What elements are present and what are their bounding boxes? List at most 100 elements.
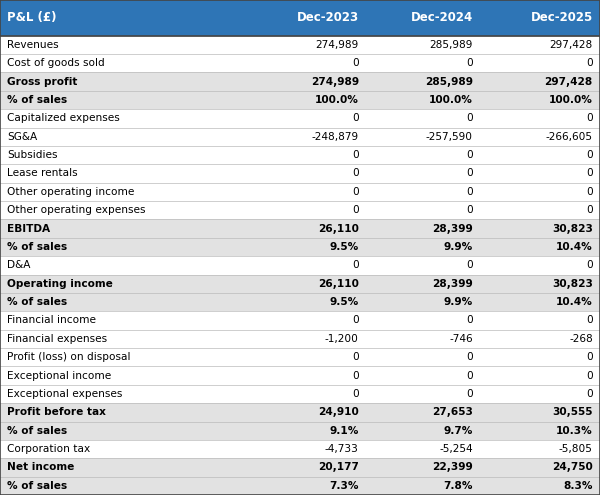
FancyBboxPatch shape	[252, 458, 366, 477]
Text: 26,110: 26,110	[318, 224, 359, 234]
Text: 0: 0	[586, 371, 593, 381]
FancyBboxPatch shape	[480, 128, 600, 146]
FancyBboxPatch shape	[252, 109, 366, 128]
FancyBboxPatch shape	[0, 403, 252, 422]
FancyBboxPatch shape	[0, 109, 252, 128]
Text: -268: -268	[569, 334, 593, 344]
Text: Capitalized expenses: Capitalized expenses	[7, 113, 120, 123]
Text: Corporation tax: Corporation tax	[7, 444, 91, 454]
Text: 297,428: 297,428	[550, 40, 593, 50]
FancyBboxPatch shape	[366, 458, 480, 477]
Text: -4,733: -4,733	[325, 444, 359, 454]
FancyBboxPatch shape	[480, 293, 600, 311]
FancyBboxPatch shape	[366, 348, 480, 366]
Text: 24,750: 24,750	[552, 462, 593, 472]
Text: 0: 0	[352, 260, 359, 270]
FancyBboxPatch shape	[366, 275, 480, 293]
Text: 0: 0	[352, 150, 359, 160]
FancyBboxPatch shape	[0, 275, 252, 293]
Text: Other operating income: Other operating income	[7, 187, 134, 197]
FancyBboxPatch shape	[252, 219, 366, 238]
Text: 10.3%: 10.3%	[556, 426, 593, 436]
FancyBboxPatch shape	[0, 238, 252, 256]
FancyBboxPatch shape	[0, 0, 252, 36]
Text: 0: 0	[466, 113, 473, 123]
FancyBboxPatch shape	[480, 366, 600, 385]
FancyBboxPatch shape	[480, 275, 600, 293]
Text: Cost of goods sold: Cost of goods sold	[7, 58, 105, 68]
FancyBboxPatch shape	[480, 109, 600, 128]
FancyBboxPatch shape	[0, 219, 252, 238]
Text: Net income: Net income	[7, 462, 74, 472]
Text: -266,605: -266,605	[546, 132, 593, 142]
FancyBboxPatch shape	[252, 422, 366, 440]
FancyBboxPatch shape	[480, 422, 600, 440]
FancyBboxPatch shape	[252, 91, 366, 109]
FancyBboxPatch shape	[480, 0, 600, 36]
FancyBboxPatch shape	[0, 36, 252, 54]
Text: Financial expenses: Financial expenses	[7, 334, 107, 344]
Text: -248,879: -248,879	[311, 132, 359, 142]
Text: 0: 0	[466, 315, 473, 325]
Text: SG&A: SG&A	[7, 132, 37, 142]
FancyBboxPatch shape	[252, 385, 366, 403]
Text: 0: 0	[466, 58, 473, 68]
FancyBboxPatch shape	[0, 256, 252, 275]
Text: -257,590: -257,590	[426, 132, 473, 142]
Text: 0: 0	[352, 168, 359, 179]
FancyBboxPatch shape	[252, 146, 366, 164]
FancyBboxPatch shape	[366, 54, 480, 72]
FancyBboxPatch shape	[252, 330, 366, 348]
Text: 100.0%: 100.0%	[549, 95, 593, 105]
Text: Subsidies: Subsidies	[7, 150, 58, 160]
FancyBboxPatch shape	[366, 330, 480, 348]
FancyBboxPatch shape	[0, 54, 252, 72]
FancyBboxPatch shape	[252, 54, 366, 72]
Text: 0: 0	[586, 113, 593, 123]
FancyBboxPatch shape	[366, 164, 480, 183]
Text: 30,823: 30,823	[552, 224, 593, 234]
Text: -746: -746	[449, 334, 473, 344]
Text: 0: 0	[466, 389, 473, 399]
FancyBboxPatch shape	[480, 36, 600, 54]
Text: 0: 0	[352, 371, 359, 381]
Text: Dec-2023: Dec-2023	[296, 11, 359, 24]
Text: 10.4%: 10.4%	[556, 297, 593, 307]
Text: 0: 0	[352, 113, 359, 123]
Text: Dec-2024: Dec-2024	[410, 11, 473, 24]
Text: D&A: D&A	[7, 260, 31, 270]
FancyBboxPatch shape	[366, 91, 480, 109]
Text: Profit before tax: Profit before tax	[7, 407, 106, 417]
Text: 100.0%: 100.0%	[315, 95, 359, 105]
FancyBboxPatch shape	[252, 72, 366, 91]
Text: 274,989: 274,989	[311, 77, 359, 87]
FancyBboxPatch shape	[480, 477, 600, 495]
FancyBboxPatch shape	[252, 128, 366, 146]
Text: 0: 0	[352, 389, 359, 399]
Text: 0: 0	[586, 187, 593, 197]
FancyBboxPatch shape	[0, 128, 252, 146]
FancyBboxPatch shape	[366, 219, 480, 238]
FancyBboxPatch shape	[366, 293, 480, 311]
FancyBboxPatch shape	[366, 146, 480, 164]
FancyBboxPatch shape	[480, 183, 600, 201]
Text: % of sales: % of sales	[7, 297, 67, 307]
FancyBboxPatch shape	[252, 348, 366, 366]
FancyBboxPatch shape	[0, 348, 252, 366]
Text: 28,399: 28,399	[432, 224, 473, 234]
Text: % of sales: % of sales	[7, 95, 67, 105]
FancyBboxPatch shape	[366, 183, 480, 201]
FancyBboxPatch shape	[0, 458, 252, 477]
Text: -5,254: -5,254	[439, 444, 473, 454]
Text: 0: 0	[586, 315, 593, 325]
Text: 9.9%: 9.9%	[443, 242, 473, 252]
Text: -1,200: -1,200	[325, 334, 359, 344]
FancyBboxPatch shape	[252, 238, 366, 256]
Text: 0: 0	[586, 352, 593, 362]
FancyBboxPatch shape	[0, 311, 252, 330]
Text: % of sales: % of sales	[7, 481, 67, 491]
Text: 30,823: 30,823	[552, 279, 593, 289]
Text: 0: 0	[466, 371, 473, 381]
Text: 9.1%: 9.1%	[329, 426, 359, 436]
Text: P&L (£): P&L (£)	[7, 11, 57, 24]
